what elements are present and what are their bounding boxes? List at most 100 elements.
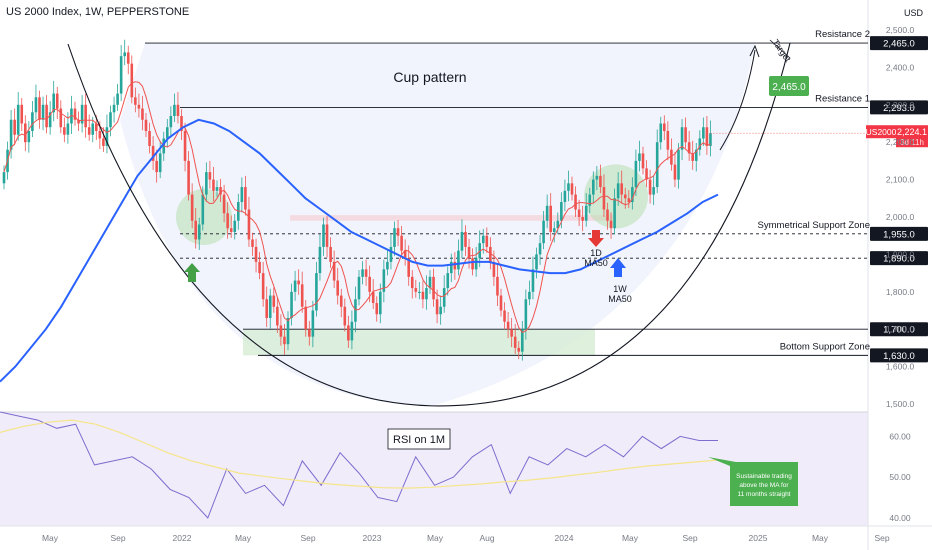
price-tick: 1,500.0 <box>886 399 915 409</box>
candle-body <box>244 187 247 210</box>
cup-pattern-label: Cup pattern <box>393 69 466 85</box>
candle-body <box>474 258 478 270</box>
candle-body <box>528 291 531 300</box>
candle-body <box>584 205 588 221</box>
candle-body <box>286 317 290 345</box>
candle-body <box>453 261 457 270</box>
symbol-tag-text: US2000 <box>866 127 897 137</box>
candle-body <box>414 288 418 292</box>
candle-body <box>350 321 354 341</box>
candle-body <box>183 130 187 161</box>
candle-body <box>588 194 592 206</box>
candle-body <box>645 168 648 180</box>
candle-body <box>251 239 254 247</box>
candle-body <box>27 130 31 143</box>
candle-body <box>130 63 134 98</box>
candle-body <box>134 97 137 105</box>
price-tick: 1,700.0 <box>886 324 915 334</box>
level-tag-text-0: 2,465.0 <box>883 39 915 50</box>
candle-body <box>393 228 396 247</box>
candle-body <box>560 202 563 221</box>
candle-body <box>403 250 407 259</box>
candle-body <box>148 130 151 146</box>
candle-body <box>109 112 112 128</box>
candle-body <box>499 295 503 311</box>
target-label: Target <box>770 37 793 64</box>
candle-body <box>112 104 116 113</box>
candle-body <box>702 127 705 139</box>
candle-body <box>55 93 59 109</box>
candle-body <box>158 153 162 173</box>
rsi-ma-line <box>0 419 719 489</box>
countdown-text: 3d 11h <box>900 138 924 147</box>
candle-body <box>329 246 332 262</box>
candle-body <box>471 258 474 270</box>
candle-body <box>283 336 286 345</box>
candle-body <box>279 325 283 337</box>
candle-body <box>229 228 233 232</box>
candle-body <box>705 127 709 146</box>
level-tag-1 <box>870 100 928 115</box>
candle-body <box>623 194 627 199</box>
candle-body <box>300 284 304 307</box>
candle-body <box>166 127 169 139</box>
last-price-text: 2,224.1 <box>897 127 927 137</box>
candle-body <box>460 231 464 251</box>
level-tag-text-3: 1,890.0 <box>883 254 915 265</box>
candle-body <box>194 220 197 240</box>
candle-body <box>31 112 34 131</box>
candle-body <box>687 142 691 154</box>
candle-body <box>34 97 38 113</box>
price-tick: 2,000.0 <box>886 212 915 222</box>
candle-body <box>570 183 574 195</box>
candle-body <box>137 104 141 109</box>
candle-body <box>102 138 105 146</box>
price-tick: 1,600.0 <box>886 362 915 372</box>
price-tick: 2,400.0 <box>886 62 915 72</box>
level-tag-0 <box>870 36 928 51</box>
candle-body <box>126 52 130 64</box>
candle-body <box>187 160 190 195</box>
candle-body <box>297 280 300 285</box>
candle-body <box>98 130 102 139</box>
candle-body <box>421 291 425 300</box>
ma50-weekly-label-1: 1W <box>613 284 627 294</box>
candle-body <box>95 123 98 131</box>
candle-body <box>169 116 173 128</box>
candle-body <box>556 220 560 229</box>
symbol-tag <box>866 125 896 139</box>
candle-body <box>59 108 63 128</box>
candle-body <box>38 97 41 120</box>
time-tick: 2023 <box>363 533 382 543</box>
candle-body <box>364 269 368 277</box>
red-down-arrow <box>588 230 604 247</box>
candle-body <box>521 329 524 352</box>
candle-body <box>13 119 16 135</box>
candle-body <box>435 299 439 315</box>
rsi-title: RSI on 1M <box>393 434 445 446</box>
time-tick: 2022 <box>173 533 192 543</box>
resistance-band <box>290 215 615 221</box>
target-marker <box>769 39 791 59</box>
candle-body <box>386 261 389 270</box>
candle-body <box>389 246 393 262</box>
rsi-note-box <box>708 457 798 506</box>
candle-body <box>77 119 80 124</box>
candle-body <box>20 104 24 124</box>
candle-body <box>368 276 371 292</box>
chart-title: US 2000 Index, 1W, PEPPERSTONE <box>6 6 190 18</box>
candle-body <box>467 246 471 259</box>
candle-body <box>197 224 201 240</box>
rsi-line <box>0 411 718 519</box>
candle-body <box>599 175 602 188</box>
candle-body <box>496 276 499 296</box>
candle-body <box>347 325 350 341</box>
candle-body <box>379 291 382 315</box>
candle-body <box>432 276 435 300</box>
candle-body <box>371 291 375 304</box>
candle-body <box>535 254 538 270</box>
target-box <box>769 76 809 96</box>
ma50-weekly-label-2: MA50 <box>608 294 632 304</box>
last-price-tag <box>896 125 928 148</box>
